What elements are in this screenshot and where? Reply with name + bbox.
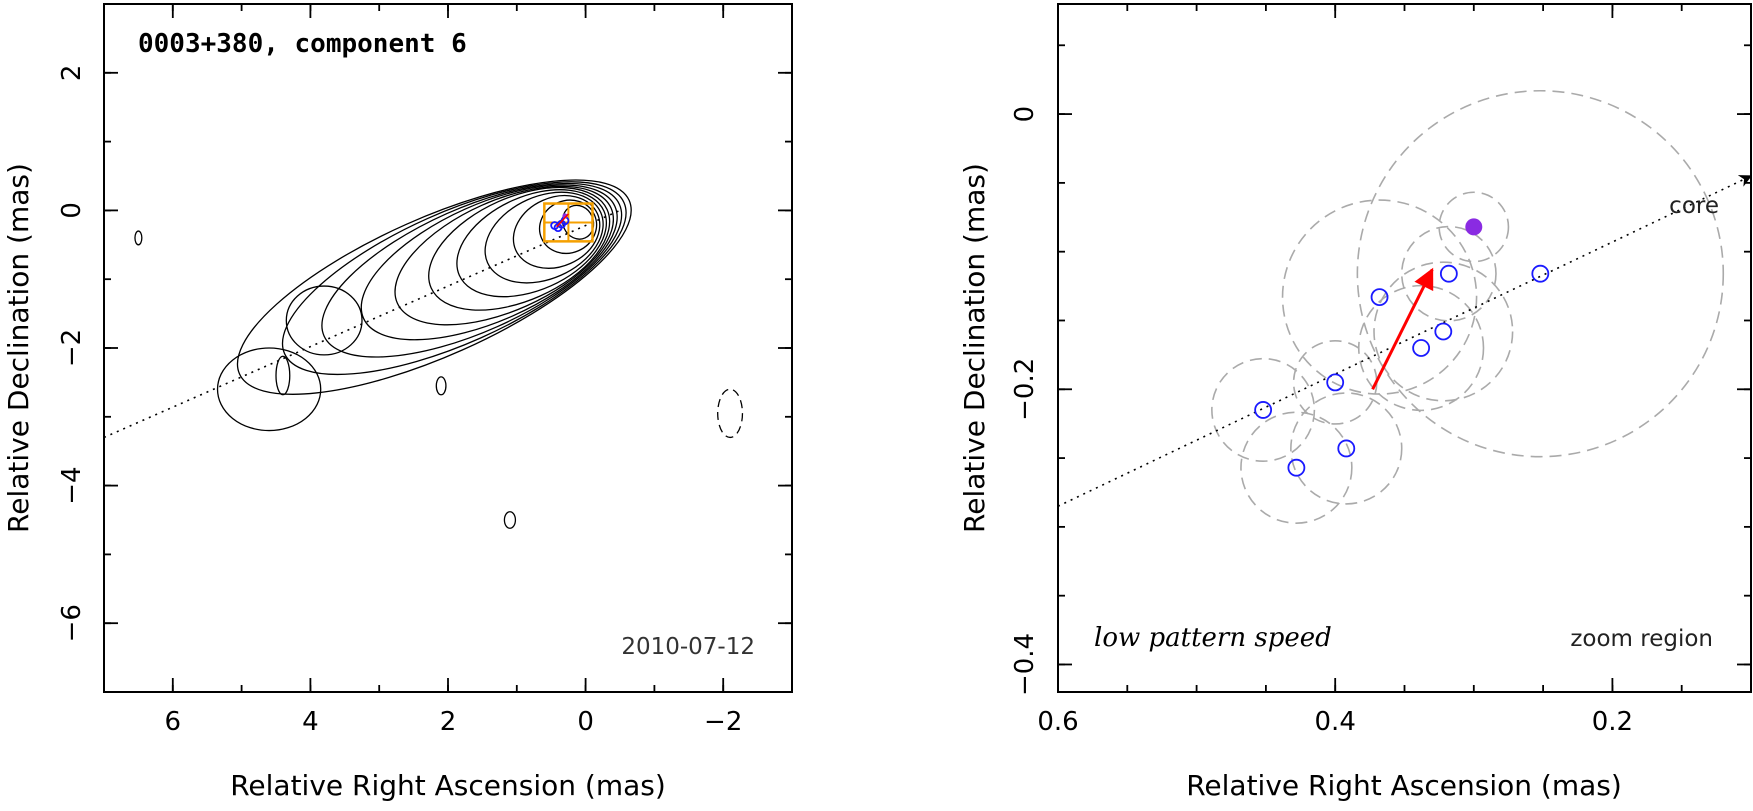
error-circle-4 — [1290, 392, 1403, 505]
left-xtick-label-4: −2 — [704, 707, 742, 737]
component-position-7 — [1434, 322, 1453, 341]
left-xtick-label-2: 2 — [440, 707, 457, 737]
left-jet-axis-line — [104, 209, 621, 439]
error-circle-5 — [1281, 199, 1478, 395]
component-position-4 — [1337, 439, 1356, 458]
error-circle-9 — [1356, 89, 1725, 458]
component-position-5 — [1370, 288, 1389, 306]
left-xtick-label-0: 6 — [165, 707, 182, 737]
component-position-9 — [1531, 264, 1550, 283]
jet-blob-6 — [503, 511, 517, 529]
pattern-speed-note: low pattern speed — [1094, 623, 1332, 653]
contour-level-6 — [428, 186, 611, 311]
right-ytick-label-2: −0.4 — [1010, 633, 1040, 696]
observation-date: 2010-07-12 — [621, 634, 755, 660]
left-y-axis-label: Relative Declination (mas) — [2, 163, 35, 533]
right-ytick-label-0: 0 — [1010, 106, 1040, 123]
left-panel: 6 4 2 0 −2 2 0 −2 −4 −6 0003+380, component 6 201… — [2, 3, 793, 802]
left-ytick-label-0: 2 — [57, 65, 87, 82]
jet-blob-5 — [134, 230, 143, 246]
right-ytick-label-1: −0.2 — [1010, 358, 1040, 421]
contour-level-7 — [456, 189, 608, 298]
right-y-axis-label: Relative Declination (mas) — [958, 163, 991, 533]
right-xtick-label-1: 0.4 — [1315, 707, 1356, 737]
contour-level-1 — [236, 179, 632, 395]
error-circle-1 — [1211, 357, 1316, 463]
left-plot-frame — [103, 3, 793, 693]
contour-level-9 — [512, 194, 601, 269]
right-x-axis-label: Relative Right Ascension (mas) — [1186, 769, 1622, 802]
contour-level-3 — [321, 182, 623, 358]
contour-level-4 — [360, 184, 618, 341]
jet-blob-4 — [435, 376, 447, 396]
component-position-3 — [1326, 373, 1345, 392]
component-position-1 — [1254, 401, 1273, 419]
error-circle-7 — [1373, 261, 1514, 402]
left-xtick-label-3: 0 — [577, 707, 594, 737]
right-xtick-label-0: 0.6 — [1037, 707, 1078, 737]
core-label: core — [1669, 193, 1719, 219]
component-position-8 — [1439, 264, 1458, 283]
contour-level-2 — [281, 181, 627, 376]
error-circle-2 — [1240, 411, 1353, 524]
left-ytick-label-4: −6 — [57, 604, 87, 642]
left-ytick-label-2: −2 — [57, 329, 87, 367]
jet-blob-1 — [216, 347, 322, 432]
left-x-axis-label: Relative Right Ascension (mas) — [230, 769, 666, 802]
right-plot-content — [1058, 89, 1751, 524]
right-jet-axis-line — [1058, 175, 1751, 507]
left-xtick-label-1: 4 — [302, 707, 319, 737]
contour-level-5 — [394, 185, 615, 326]
left-ytick-label-1: 0 — [57, 202, 87, 219]
velocity-arrow — [1371, 267, 1434, 390]
right-ticks: 0.6 0.4 0.2 0 −0.2 −0.4 — [1010, 4, 1752, 737]
left-plot-content — [104, 179, 744, 529]
component-position-6 — [1412, 339, 1431, 357]
left-ytick-label-3: −4 — [57, 466, 87, 504]
current-component-position — [1465, 218, 1483, 236]
jet-blob-3 — [275, 355, 291, 396]
component-position-2 — [1287, 458, 1306, 477]
zoom-region-label: zoom region — [1570, 626, 1713, 652]
left-panel-title: 0003+380, component 6 — [138, 29, 467, 59]
left-velocity-arrow — [556, 213, 569, 228]
error-circle-8 — [1400, 225, 1497, 322]
right-xtick-label-2: 0.2 — [1592, 707, 1633, 737]
contour-level-8 — [484, 191, 604, 284]
right-panel: 0.6 0.4 0.2 0 −0.2 −0.4 low pattern speed zoo… — [958, 3, 1752, 802]
left-ticks: 6 4 2 0 −2 2 0 −2 −4 −6 — [57, 3, 793, 737]
jet-blob-2 — [285, 285, 363, 356]
negative-contour — [717, 388, 744, 439]
right-plot-frame — [1057, 3, 1752, 693]
current-error-circle — [1438, 191, 1510, 263]
